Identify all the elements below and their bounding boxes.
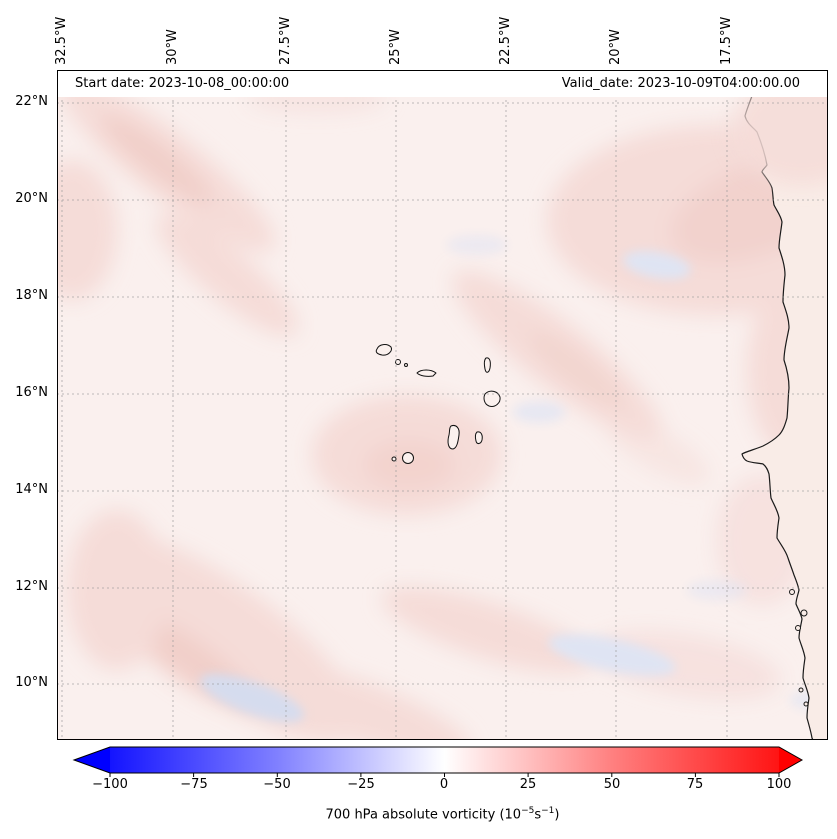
colorbar-label-suffix: ) xyxy=(554,807,560,823)
plot-frame xyxy=(57,70,828,740)
vorticity-patch-over-land xyxy=(732,75,828,185)
lon-tick-label: 17.5°W xyxy=(719,16,734,65)
lat-tick-label: 20°N xyxy=(15,191,48,206)
colorbar-label-prefix: 700 hPa absolute vorticity (10 xyxy=(325,807,522,823)
lat-tick-label: 16°N xyxy=(15,385,48,400)
lat-tick-label: 10°N xyxy=(15,675,48,690)
colorbar-tick-label: 25 xyxy=(519,777,537,792)
colorbar-gradient xyxy=(110,747,779,773)
header-band xyxy=(58,71,827,97)
cape-verde-islands xyxy=(375,344,501,464)
colorbar-tick-marks xyxy=(109,773,780,777)
vorticity-map-svg xyxy=(57,70,828,740)
colorbar xyxy=(57,745,828,779)
lon-tick-label: 25°W xyxy=(388,29,403,65)
lon-tick-label: 20°W xyxy=(608,29,623,65)
lat-tick-label: 18°N xyxy=(15,288,48,303)
colorbar-label-exponent: −1 xyxy=(541,806,555,816)
lat-tick-label: 14°N xyxy=(15,482,48,497)
colorbar-tick-label: 0 xyxy=(439,777,449,792)
colorbar-tick-label: −100 xyxy=(92,777,128,792)
colorbar-tick-label: −25 xyxy=(347,777,375,792)
colorbar-tick-label: 50 xyxy=(603,777,621,792)
colorbar-label-mid: s xyxy=(534,807,542,823)
colorbar-tick-label: −50 xyxy=(263,777,291,792)
valid-date-text: Valid_date: 2023-10-09T04:00:00.00 xyxy=(561,76,800,91)
lon-tick-label: 30°W xyxy=(165,29,180,65)
colorbar-label-exponent: −5 xyxy=(521,806,535,816)
start-date-text: Start date: 2023-10-08_00:00:00 xyxy=(75,76,290,91)
gridlines xyxy=(57,70,828,740)
lon-tick-label: 22.5°W xyxy=(498,16,513,65)
africa-landmass xyxy=(741,70,828,740)
lat-tick-label: 22°N xyxy=(15,94,48,109)
colorbar-tick-label: 75 xyxy=(686,777,704,792)
colorbar-left-arrow xyxy=(74,747,110,773)
colorbar-right-arrow xyxy=(779,747,802,773)
colorbar-tick-label: −75 xyxy=(180,777,208,792)
lon-tick-label: 27.5°W xyxy=(278,16,293,65)
map-plot-area: Start date: 2023-10-08_00:00:00 Valid_da… xyxy=(57,70,828,740)
colorbar-axis-label: 700 hPa absolute vorticity (10−5s−1) xyxy=(57,806,828,822)
colorbar-svg xyxy=(72,746,804,777)
lat-tick-label: 12°N xyxy=(15,579,48,594)
lon-tick-label: 32.5°W xyxy=(54,16,69,65)
colorbar-tick-label: 100 xyxy=(766,777,792,792)
offshore-islets xyxy=(789,589,809,707)
